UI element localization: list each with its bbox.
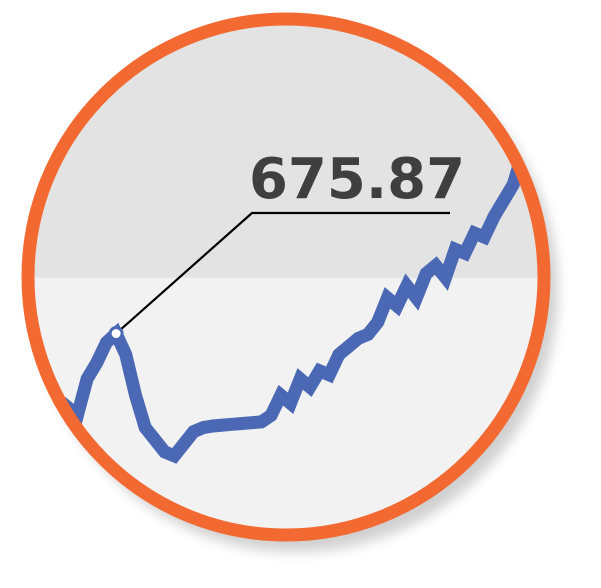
highlight-value-label: 675.87 [249,147,465,212]
value-leader-line [115,211,450,335]
series-line [52,150,530,464]
highlight-marker [108,326,124,342]
magnifier-ring [21,12,551,542]
series-layer [52,150,530,464]
